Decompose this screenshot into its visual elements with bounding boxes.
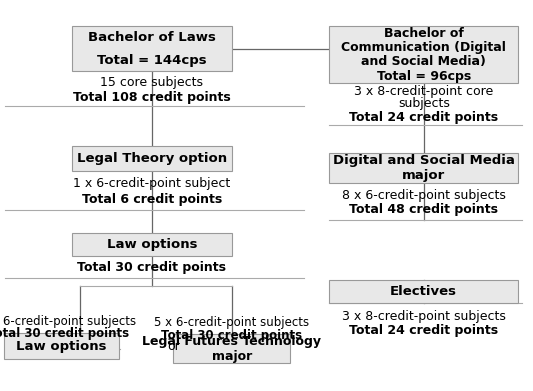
Text: Bachelor of: Bachelor of: [384, 27, 464, 40]
Text: or: or: [167, 339, 180, 353]
Text: Legal Theory option: Legal Theory option: [77, 152, 227, 165]
Text: Law options: Law options: [107, 238, 197, 251]
Text: Total 48 credit points: Total 48 credit points: [349, 203, 498, 216]
Text: 1 x 6-credit-point subject: 1 x 6-credit-point subject: [73, 177, 231, 190]
FancyBboxPatch shape: [72, 233, 232, 256]
Text: Total = 96cps: Total = 96cps: [377, 70, 471, 83]
FancyBboxPatch shape: [329, 26, 518, 83]
Text: Total 30 credit points: Total 30 credit points: [161, 328, 302, 342]
Text: Total 30 credit points: Total 30 credit points: [0, 326, 129, 340]
FancyBboxPatch shape: [4, 333, 118, 359]
Text: 8 x 6-credit-point subjects: 8 x 6-credit-point subjects: [342, 189, 506, 202]
Text: Total 108 credit points: Total 108 credit points: [73, 91, 231, 104]
Text: 3 x 8-credit-point subjects: 3 x 8-credit-point subjects: [342, 310, 506, 323]
FancyBboxPatch shape: [72, 145, 232, 171]
Text: major: major: [212, 350, 252, 362]
Text: subjects: subjects: [398, 97, 450, 110]
Text: Total 6 credit points: Total 6 credit points: [82, 193, 222, 206]
FancyBboxPatch shape: [329, 154, 518, 183]
Text: Total 24 credit points: Total 24 credit points: [349, 111, 498, 124]
Text: Total = 144cps: Total = 144cps: [97, 54, 207, 66]
Text: Total 30 credit points: Total 30 credit points: [77, 261, 227, 274]
Text: Legal Futures Technology: Legal Futures Technology: [142, 335, 321, 348]
Text: Communication (Digital: Communication (Digital: [341, 41, 506, 54]
Text: 3 x 8-credit-point core: 3 x 8-credit-point core: [354, 85, 494, 99]
Text: Digital and Social Media: Digital and Social Media: [333, 154, 515, 167]
Text: 5 x 6-credit-point subjects: 5 x 6-credit-point subjects: [154, 316, 310, 329]
FancyBboxPatch shape: [72, 26, 232, 71]
Text: Total 24 credit points: Total 24 credit points: [349, 324, 498, 337]
Text: Law options: Law options: [16, 339, 107, 353]
Text: major: major: [402, 169, 446, 182]
FancyBboxPatch shape: [173, 334, 290, 364]
FancyBboxPatch shape: [329, 280, 518, 303]
Text: and Social Media): and Social Media): [361, 56, 486, 68]
Text: 5 x 6-credit-point subjects: 5 x 6-credit-point subjects: [0, 315, 136, 328]
Text: 15 core subjects: 15 core subjects: [100, 75, 204, 89]
Text: Bachelor of Laws: Bachelor of Laws: [88, 31, 216, 44]
Text: Electives: Electives: [390, 285, 457, 298]
